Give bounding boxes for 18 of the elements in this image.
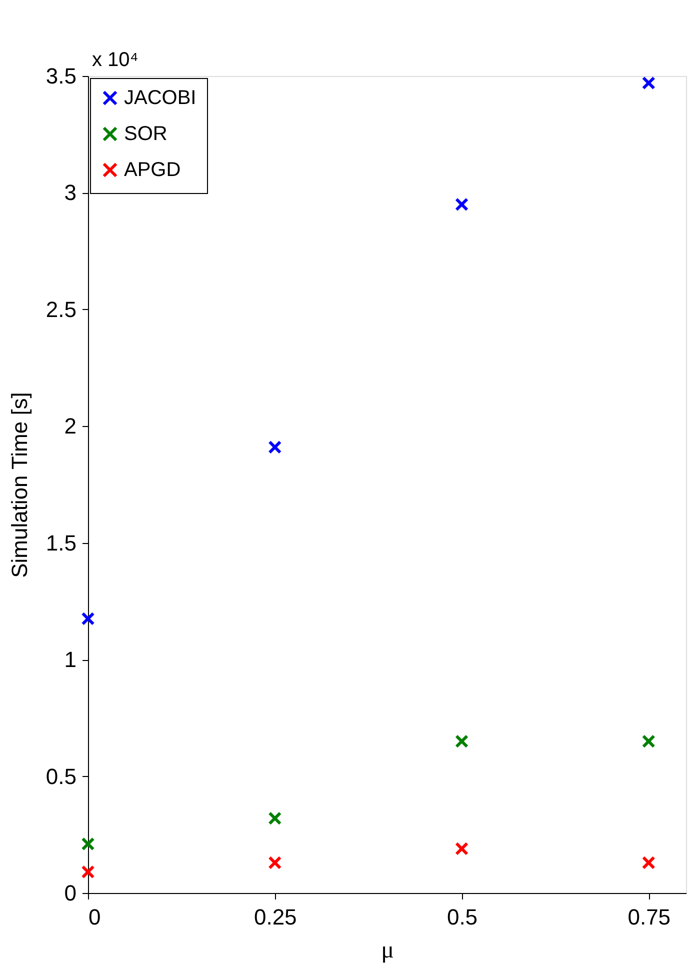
x-tick-label: 0.75 [628,904,671,930]
y-tick-label: 3 [64,180,76,206]
legend-label: JACOBI [124,87,196,109]
x-tick-label: 0 [88,904,101,930]
y-tick-label: 1 [64,647,76,672]
text: x 10⁴ [92,49,138,71]
y-tick-label: 2 [64,414,76,439]
y-tick-label: 1.5 [46,530,76,556]
x-axis-title: μ [381,938,394,964]
y-tick-label: 0.5 [46,764,76,789]
legend-label: APGD [124,159,181,181]
y-tick-label: 2.5 [46,296,76,322]
y-tick-label: 0 [64,880,76,906]
legend-label: SOR [124,123,168,145]
x-tick-label: 0.25 [254,904,297,930]
x-tick-label: 0.5 [446,904,478,930]
y-tick-label: 3.5 [46,64,76,88]
y-axis-title: Simulation Time [s] [6,392,32,578]
